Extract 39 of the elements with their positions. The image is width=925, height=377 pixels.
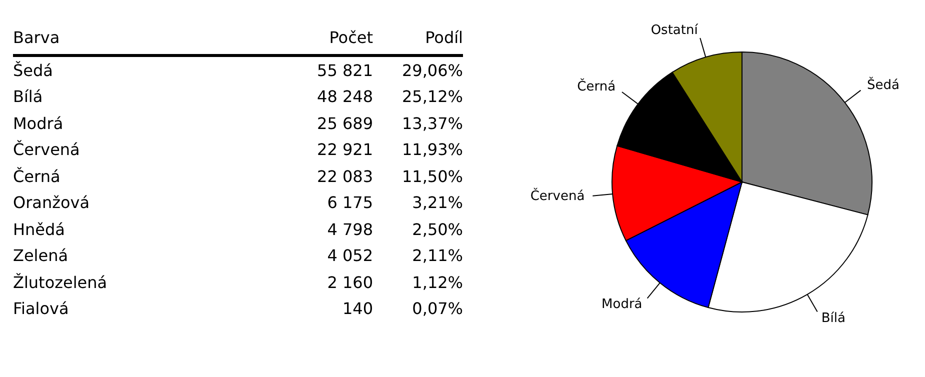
text: Zelená — [13, 246, 70, 266]
text: Podíl — [424, 28, 463, 49]
text: 1,12% — [411, 272, 463, 292]
text: Počet — [328, 28, 373, 49]
text: 13,37% — [400, 114, 463, 133]
slice-label: Červená — [530, 187, 585, 204]
text: 2 160 — [326, 272, 373, 292]
text: 22 083 — [316, 166, 373, 186]
text: Černá — [13, 166, 62, 186]
slice-label: Ostatní — [650, 22, 698, 38]
slice-label: Bílá — [821, 311, 846, 326]
text: 25,12% — [400, 87, 463, 106]
text: 11,50% — [400, 166, 463, 186]
text: Barva — [13, 28, 61, 49]
text: 140 — [341, 299, 373, 318]
slice-label: Modrá — [602, 297, 642, 312]
text: Šedá — [13, 60, 54, 80]
text: Oranžová — [13, 193, 91, 212]
text: 4 798 — [326, 220, 373, 239]
text: Fialová — [13, 299, 70, 318]
text: 29,06% — [400, 60, 463, 80]
text: 25 689 — [316, 114, 373, 133]
text: 6 175 — [326, 193, 373, 212]
text: 2,11% — [411, 246, 463, 266]
text: 22 921 — [316, 140, 373, 160]
text: 2,50% — [411, 220, 463, 239]
text: 3,21% — [411, 193, 463, 212]
slice-label: Šedá — [867, 76, 900, 93]
text: Červená — [13, 140, 81, 160]
text: Modrá — [13, 114, 64, 133]
text: Bílá — [13, 87, 44, 106]
text: 0,07% — [411, 299, 463, 318]
text: Žlutozelená — [13, 272, 108, 292]
text: 4 052 — [326, 246, 373, 266]
text: Hnědá — [13, 220, 66, 239]
text: 48 248 — [316, 87, 373, 106]
text: 55 821 — [316, 60, 373, 80]
text: 11,93% — [400, 140, 463, 160]
slice-label: Černá — [577, 78, 616, 95]
